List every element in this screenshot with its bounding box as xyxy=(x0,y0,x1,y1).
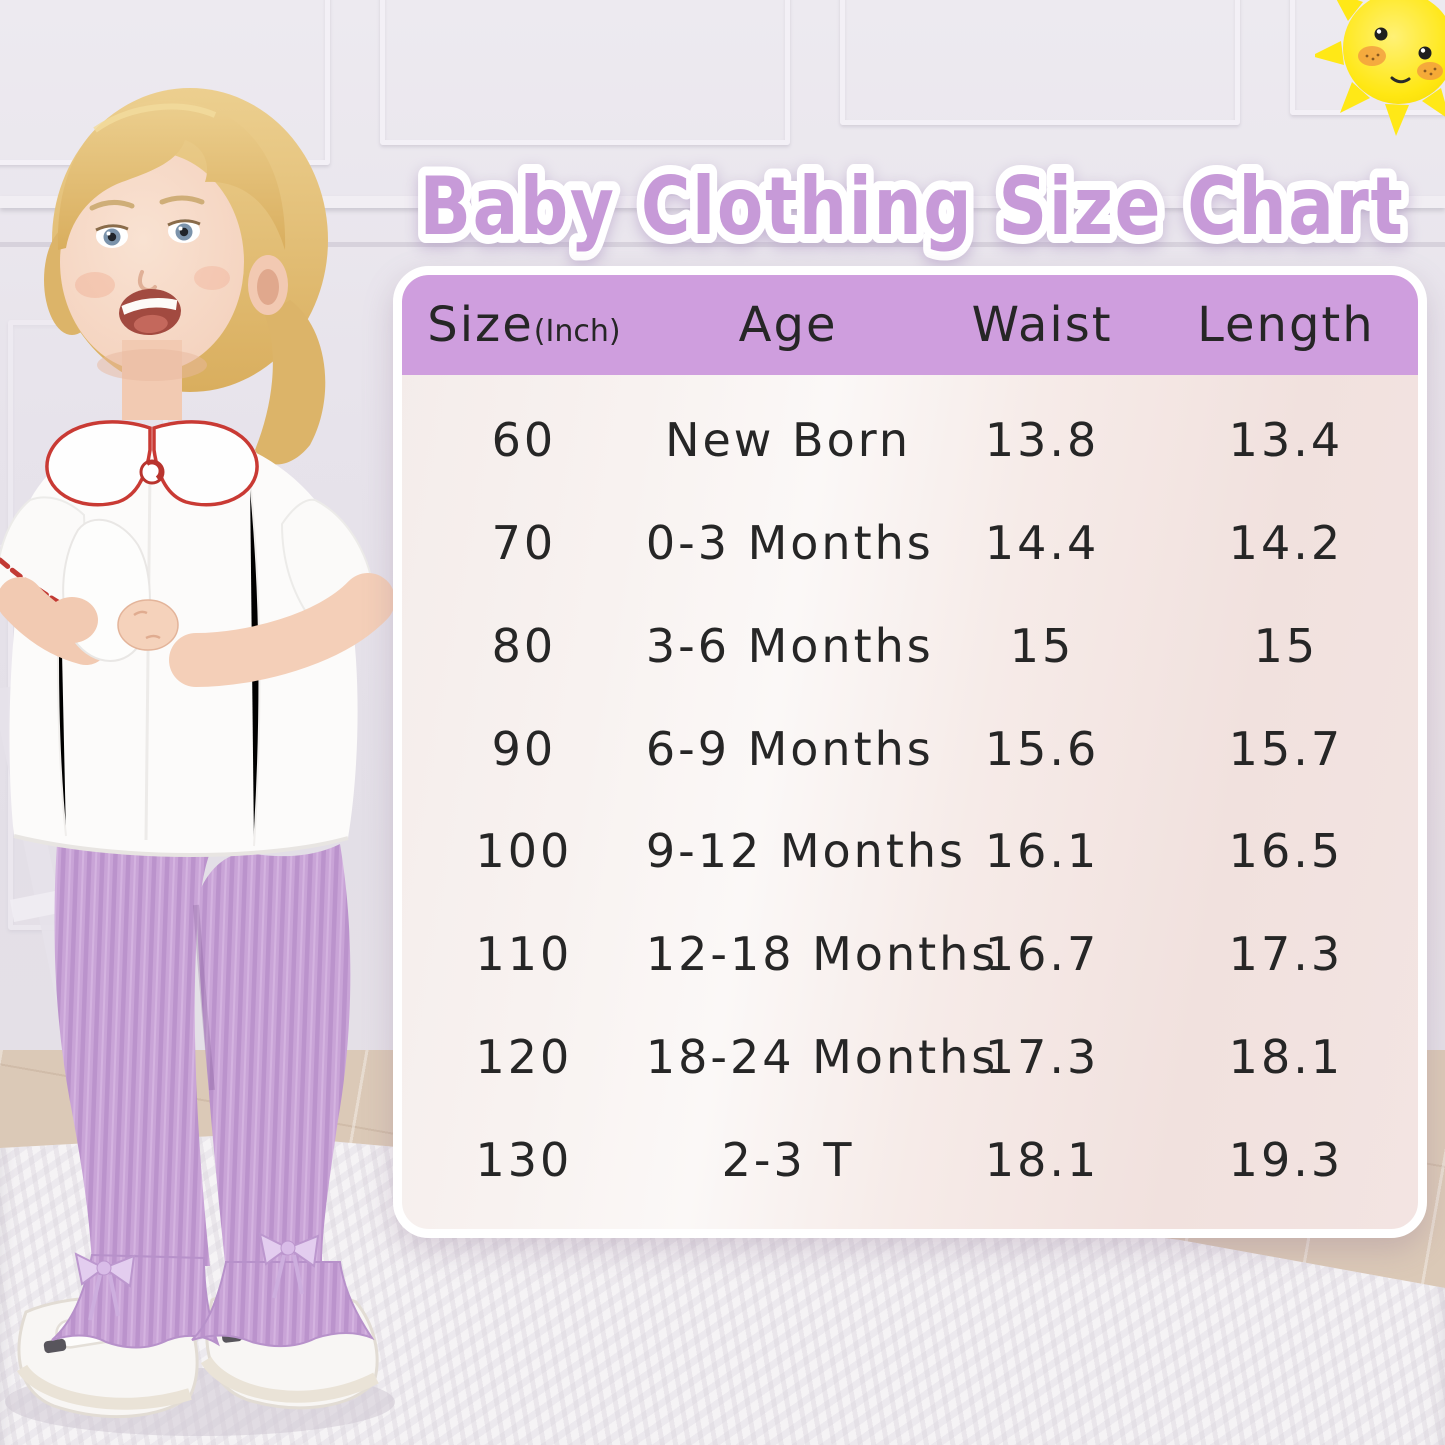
table-cell: 18-24 Months xyxy=(645,1029,999,1084)
table-cell: 17.3 xyxy=(984,1029,1100,1084)
table-cell: 110 xyxy=(475,927,573,982)
table-cell: 80 xyxy=(491,618,557,673)
chart-title: Baby Clothing Size Chart xyxy=(411,151,1412,262)
table-row: 60 New Born 13.8 13.4 xyxy=(402,389,1418,492)
table-cell: 3-6 Months xyxy=(645,618,934,673)
table-row: 120 18-24 Months 17.3 18.1 xyxy=(402,1006,1418,1109)
table-cell: 19.3 xyxy=(1228,1132,1344,1187)
table-cell: New Born xyxy=(665,413,912,468)
collar xyxy=(45,420,259,507)
table-cell: 70 xyxy=(491,516,557,571)
table-cell: 120 xyxy=(475,1029,573,1084)
column-header-age: Age xyxy=(738,297,838,353)
table-cell: 16.5 xyxy=(1228,824,1344,879)
table-cell: 17.3 xyxy=(1228,927,1344,982)
size-chart-header: Size(Inch) Age Waist Length xyxy=(402,275,1418,375)
table-row: 110 12-18 Months 16.7 17.3 xyxy=(402,903,1418,1006)
table-cell: 15.6 xyxy=(984,721,1100,776)
table-cell: 100 xyxy=(475,824,573,879)
wall-frame xyxy=(840,0,1240,125)
wall-frame xyxy=(380,0,790,145)
table-row: 90 6-9 Months 15.6 15.7 xyxy=(402,697,1418,800)
ribbon-bow xyxy=(74,1252,136,1321)
baby-photo xyxy=(0,88,395,1436)
table-cell: 90 xyxy=(491,721,557,776)
table-cell: 15 xyxy=(1009,618,1075,673)
table-cell: 16.7 xyxy=(984,927,1100,982)
table-row: 80 3-6 Months 15 15 xyxy=(402,595,1418,698)
table-cell: 60 xyxy=(491,413,557,468)
eyes xyxy=(95,219,201,248)
sun-icon xyxy=(1315,0,1445,136)
wall-frame xyxy=(1290,0,1445,115)
table-cell: 14.2 xyxy=(1228,516,1344,571)
arms-and-cloth xyxy=(0,518,395,687)
table-cell: 15.7 xyxy=(1228,721,1344,776)
wall-molding xyxy=(0,242,1445,247)
mouth xyxy=(119,288,181,336)
table-cell: 13.8 xyxy=(984,413,1100,468)
table-cell: 13.4 xyxy=(1228,413,1344,468)
leggings xyxy=(54,828,351,1272)
column-header-size: Size(Inch) xyxy=(427,297,621,353)
size-chart-panel: Size(Inch) Age Waist Length 60 New Born 13… xyxy=(393,266,1427,1238)
legging-flares xyxy=(51,1232,375,1349)
table-cell: 15 xyxy=(1253,618,1319,673)
ribbon-bow xyxy=(258,1232,320,1299)
table-cell: 12-18 Months xyxy=(645,927,999,982)
wall-molding xyxy=(0,196,1445,208)
table-cell: 18.1 xyxy=(1228,1029,1344,1084)
table-cell: 9-12 Months xyxy=(645,824,966,879)
table-cell: 14.4 xyxy=(984,516,1100,571)
table-row: 130 2-3 T 18.1 19.3 xyxy=(402,1108,1418,1211)
size-table-body: 60 New Born 13.8 13.4 70 0-3 Months 14.4 14.2 80… xyxy=(402,375,1418,1229)
baby-head xyxy=(44,88,328,465)
table-cell: 130 xyxy=(475,1132,573,1187)
table-cell: 16.1 xyxy=(984,824,1100,879)
page-title: Baby Clothing Size Chart xyxy=(420,160,1405,253)
table-row: 70 0-3 Months 14.4 14.2 xyxy=(402,492,1418,595)
column-header-size-unit: (Inch) xyxy=(533,314,621,349)
table-cell: 2-3 T xyxy=(721,1132,855,1187)
table-row: 100 9-12 Months 16.1 16.5 xyxy=(402,800,1418,903)
column-header-waist: Waist xyxy=(971,297,1113,353)
table-cell: 18.1 xyxy=(984,1132,1100,1187)
column-header-length: Length xyxy=(1197,297,1375,353)
table-cell: 0-3 Months xyxy=(645,516,934,571)
table-cell: 6-9 Months xyxy=(645,721,934,776)
